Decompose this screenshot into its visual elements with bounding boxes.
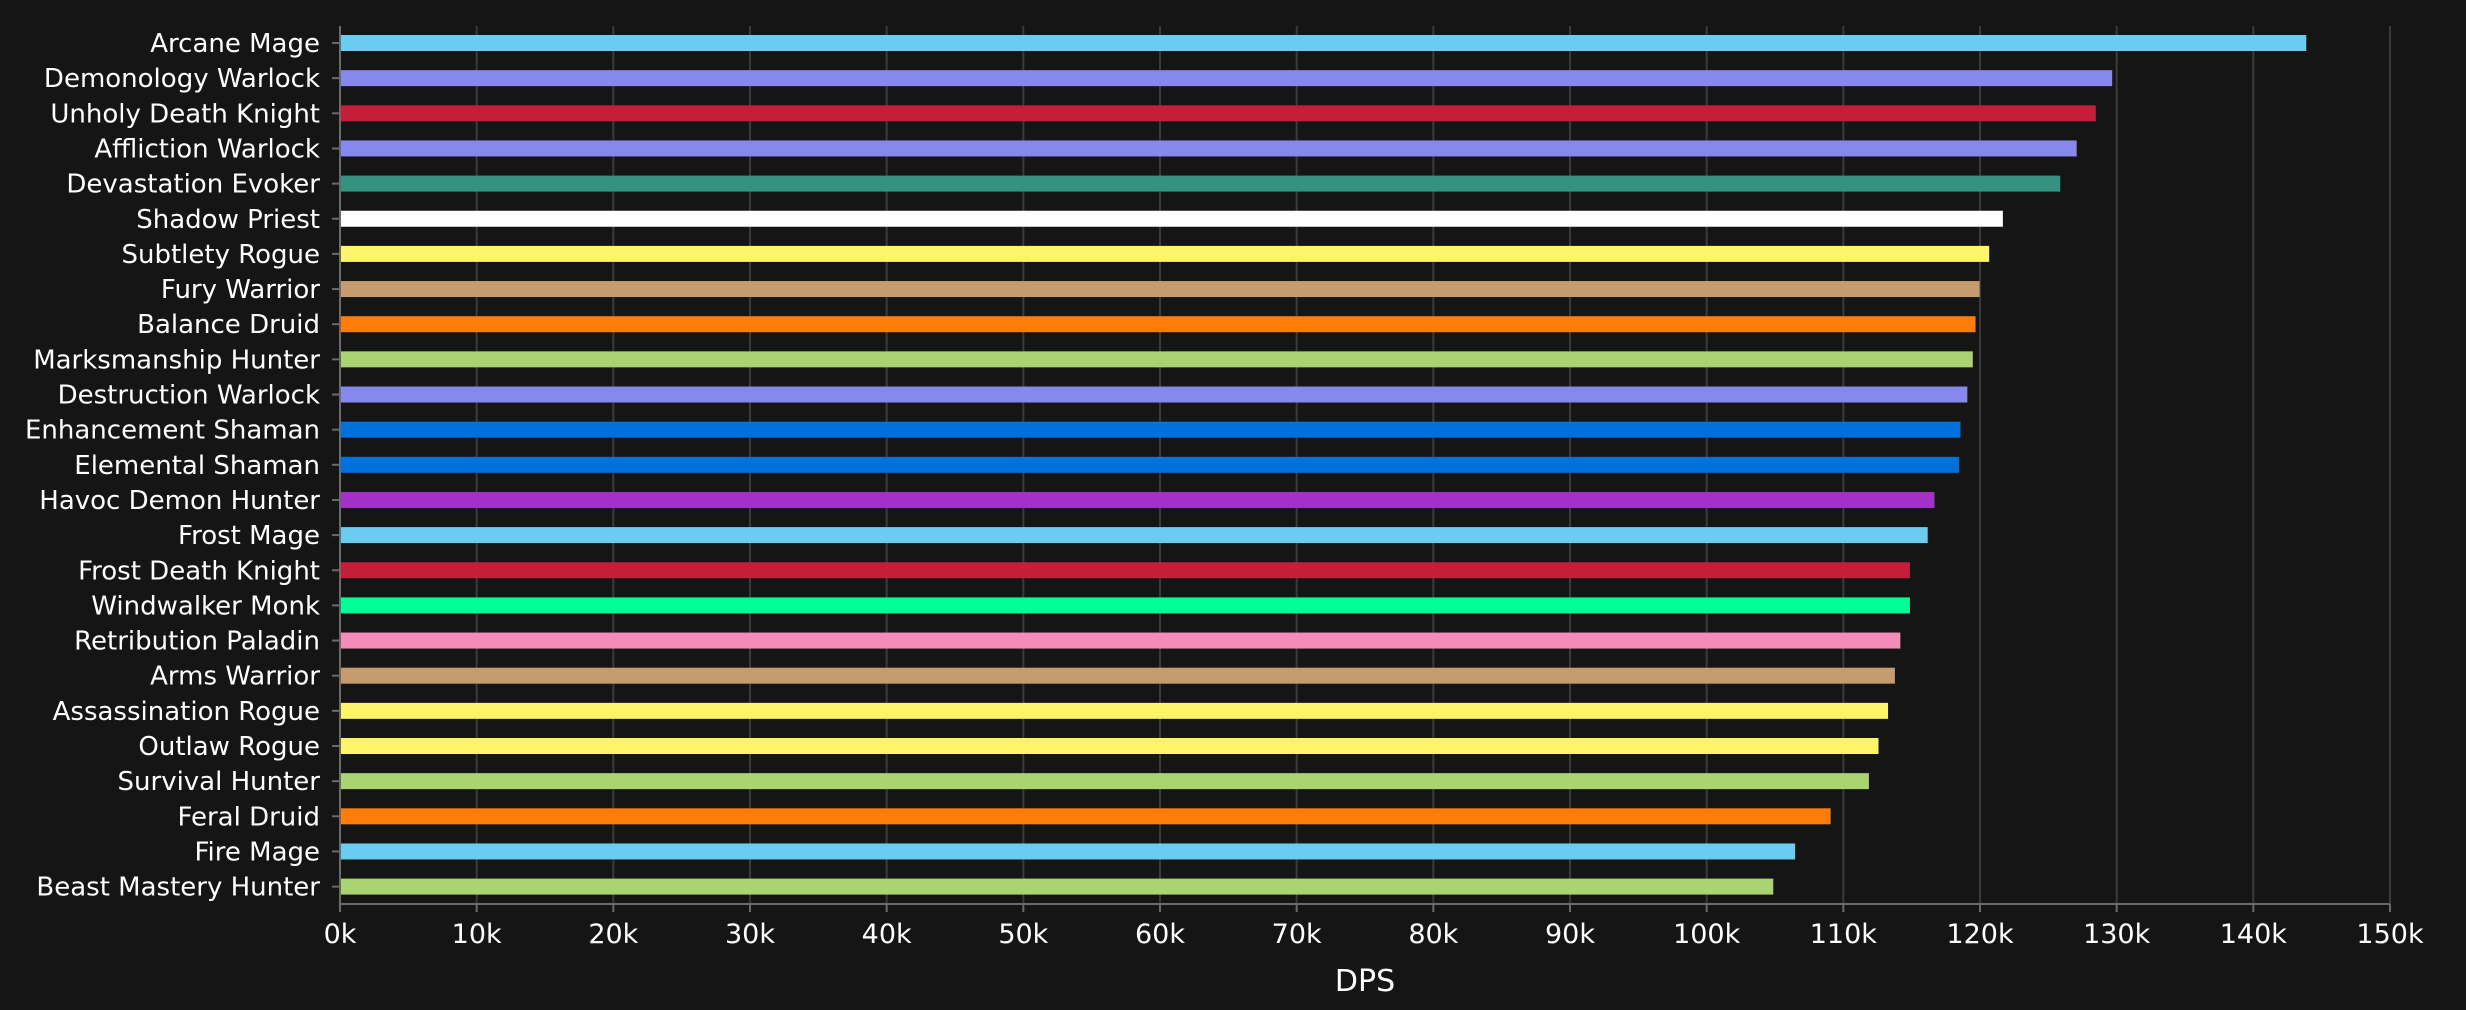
x-tick-label: 110k — [1810, 919, 1878, 950]
bar[interactable] — [341, 456, 1960, 473]
bar[interactable] — [341, 351, 1973, 368]
bar[interactable] — [341, 632, 1901, 649]
x-tick-label: 60k — [1135, 919, 1185, 950]
bar[interactable] — [341, 175, 2061, 192]
category-label: Havoc Demon Hunter — [39, 486, 320, 516]
x-tick-label: 90k — [1545, 919, 1595, 950]
bar[interactable] — [341, 597, 1910, 614]
category-label: Survival Hunter — [118, 767, 321, 797]
bar[interactable] — [341, 527, 1928, 544]
category-label: Affliction Warlock — [94, 134, 320, 164]
x-tick-label: 120k — [1946, 919, 2014, 950]
bar[interactable] — [341, 105, 2096, 122]
bar[interactable] — [341, 140, 2077, 157]
category-label: Arcane Mage — [150, 29, 320, 59]
category-label: Retribution Paladin — [74, 627, 320, 657]
category-label: Windwalker Monk — [91, 591, 320, 621]
x-tick-label: 80k — [1408, 919, 1458, 950]
bar[interactable] — [341, 738, 1879, 754]
x-tick-label: 30k — [725, 919, 775, 950]
category-label: Enhancement Shaman — [25, 416, 320, 446]
x-tick-label: 140k — [2220, 919, 2288, 950]
bar[interactable] — [341, 773, 1869, 790]
bar[interactable] — [341, 281, 1980, 298]
x-tick-label: 0k — [324, 919, 357, 950]
x-tick-label: 100k — [1673, 919, 1741, 950]
category-label: Elemental Shaman — [74, 451, 320, 481]
category-label: Unholy Death Knight — [50, 99, 320, 129]
x-tick-label: 40k — [862, 919, 912, 950]
category-label: Frost Death Knight — [78, 556, 320, 586]
category-label: Feral Druid — [177, 802, 320, 832]
category-label: Frost Mage — [178, 521, 320, 551]
bar[interactable] — [341, 386, 1968, 403]
category-label: Demonology Warlock — [44, 64, 320, 94]
x-tick-label: 50k — [998, 919, 1048, 950]
category-label: Destruction Warlock — [58, 381, 320, 411]
bar[interactable] — [341, 70, 2113, 87]
x-tick-label: 70k — [1272, 919, 1322, 950]
category-label: Devastation Evoker — [66, 170, 320, 200]
category-label: Fury Warrior — [161, 275, 320, 305]
bar[interactable] — [341, 35, 2307, 51]
category-label: Subtlety Rogue — [121, 240, 320, 270]
bar[interactable] — [341, 562, 1910, 579]
bar[interactable] — [341, 316, 1976, 333]
bar-layer — [341, 35, 2307, 895]
category-labels: Arcane Mage Demonology Warlock Unholy Deat… — [25, 29, 320, 903]
bar[interactable] — [341, 210, 2003, 227]
bar[interactable] — [341, 421, 1961, 438]
category-label: Beast Mastery Hunter — [36, 873, 320, 903]
category-label: Outlaw Rogue — [138, 732, 320, 762]
bar[interactable] — [341, 878, 1774, 895]
bar[interactable] — [341, 491, 1935, 508]
x-tick-label: 130k — [2083, 919, 2151, 950]
bar[interactable] — [341, 667, 1895, 684]
x-tick-label: 20k — [588, 919, 638, 950]
category-label: Assassination Rogue — [53, 697, 320, 727]
x-axis: 0k 10k 20k 30k 40k 50k 60k 70k 80k 90k 100k 110k 120… — [324, 26, 2424, 950]
bar[interactable] — [341, 702, 1889, 719]
x-tick-label: 150k — [2356, 919, 2424, 950]
bar[interactable] — [341, 245, 1990, 262]
x-axis-title: DPS — [1335, 964, 1395, 999]
x-tick-label: 10k — [452, 919, 502, 950]
bar[interactable] — [341, 808, 1831, 825]
category-label: Balance Druid — [137, 310, 320, 340]
category-label: Fire Mage — [194, 837, 320, 867]
category-label: Arms Warrior — [150, 662, 320, 692]
category-label: Shadow Priest — [136, 205, 320, 235]
category-label: Marksmanship Hunter — [33, 345, 320, 375]
bar[interactable] — [341, 843, 1796, 860]
